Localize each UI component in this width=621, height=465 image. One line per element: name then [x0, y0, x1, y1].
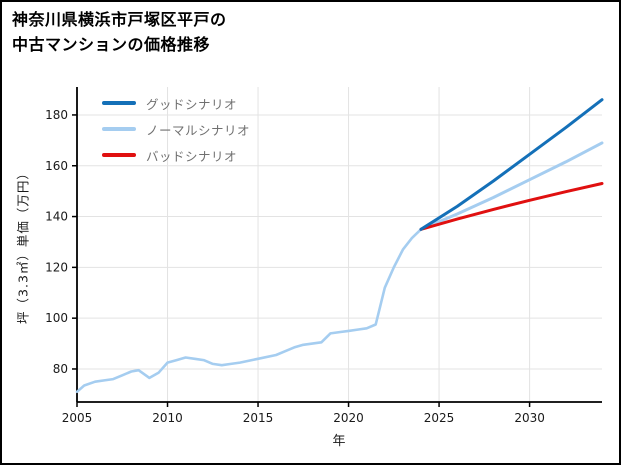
chart-title-line1: 神奈川県横浜市戸塚区平戸の — [12, 10, 227, 29]
x-axis-label: 年 — [332, 434, 346, 449]
legend-label: グッドシナリオ — [146, 96, 238, 112]
x-tick-label: 2020 — [333, 411, 364, 425]
series-line-good-scenario — [419, 98, 604, 231]
series-line-bad-scenario — [419, 182, 604, 231]
y-tick-label: 160 — [45, 159, 68, 173]
legend: グッドシナリオ ノーマルシナリオ バッドシナリオ — [102, 90, 250, 168]
x-tick-label: 2030 — [514, 411, 545, 425]
y-tick-label: 100 — [45, 311, 68, 325]
x-tick-label: 2015 — [243, 411, 274, 425]
legend-item: ノーマルシナリオ — [102, 116, 250, 142]
y-tick-label: 80 — [53, 362, 68, 376]
x-tick-label: 2010 — [152, 411, 183, 425]
x-tick-label: 2005 — [62, 411, 93, 425]
legend-label: ノーマルシナリオ — [146, 122, 251, 138]
chart-title-line2: 中古マンションの価格推移 — [12, 34, 211, 54]
legend-item: バッドシナリオ — [102, 142, 250, 168]
chart-title: 神奈川県横浜市戸塚区平戸の 中古マンションの価格推移 — [12, 8, 227, 58]
legend-swatch-line — [102, 101, 136, 105]
y-tick-label: 120 — [45, 260, 68, 274]
legend-swatch-line — [102, 127, 136, 131]
x-tick-label: 2025 — [424, 411, 455, 425]
legend-label: バッドシナリオ — [146, 148, 238, 164]
series-line-normal-scenario — [419, 141, 604, 231]
legend-swatch-line — [102, 153, 136, 157]
series-line-price-history — [75, 228, 423, 394]
y-tick-label: 140 — [45, 210, 68, 224]
y-axis-label: 坪（3.3㎡）単価（万円） — [15, 166, 31, 324]
legend-item: グッドシナリオ — [102, 90, 250, 116]
y-tick-label: 180 — [45, 108, 68, 122]
